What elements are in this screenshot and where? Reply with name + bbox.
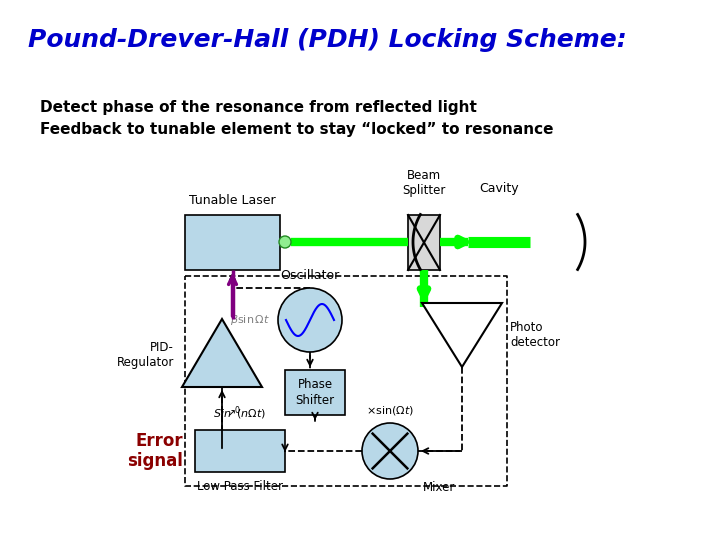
Circle shape xyxy=(279,236,291,248)
Bar xyxy=(185,215,280,270)
Text: Feedback to tunable element to stay “locked” to resonance: Feedback to tunable element to stay “loc… xyxy=(40,122,554,137)
Text: Tunable Laser: Tunable Laser xyxy=(189,194,276,207)
Circle shape xyxy=(278,288,342,352)
Bar xyxy=(408,215,440,270)
Text: Photo
detector: Photo detector xyxy=(510,321,560,349)
Circle shape xyxy=(362,423,418,479)
Text: Low Pass Filter: Low Pass Filter xyxy=(197,480,283,493)
Polygon shape xyxy=(182,319,262,387)
Text: $\beta \sin \Omega t$: $\beta \sin \Omega t$ xyxy=(230,313,270,327)
Text: Pound-Drever-Hall (PDH) Locking Scheme:: Pound-Drever-Hall (PDH) Locking Scheme: xyxy=(28,28,626,52)
Text: Cavity: Cavity xyxy=(480,182,519,195)
Text: Mixer: Mixer xyxy=(423,481,455,494)
Text: $Sin\!\!\!\nearrow\!\!{}^{0}\!\!(n\Omega t)$: $Sin\!\!\!\nearrow\!\!{}^{0}\!\!(n\Omega… xyxy=(213,404,266,422)
Text: Phase
Shifter: Phase Shifter xyxy=(295,379,335,407)
Bar xyxy=(195,430,285,472)
Text: Oscillator: Oscillator xyxy=(280,269,340,282)
Text: Error
signal: Error signal xyxy=(127,431,183,470)
Text: Beam
Splitter: Beam Splitter xyxy=(402,169,446,197)
Text: PID-
Regulator: PID- Regulator xyxy=(117,341,174,369)
Text: Detect phase of the resonance from reflected light: Detect phase of the resonance from refle… xyxy=(40,100,477,115)
Polygon shape xyxy=(422,303,502,367)
Bar xyxy=(285,370,345,415)
Text: $\times \sin(\Omega t)$: $\times \sin(\Omega t)$ xyxy=(366,404,414,417)
